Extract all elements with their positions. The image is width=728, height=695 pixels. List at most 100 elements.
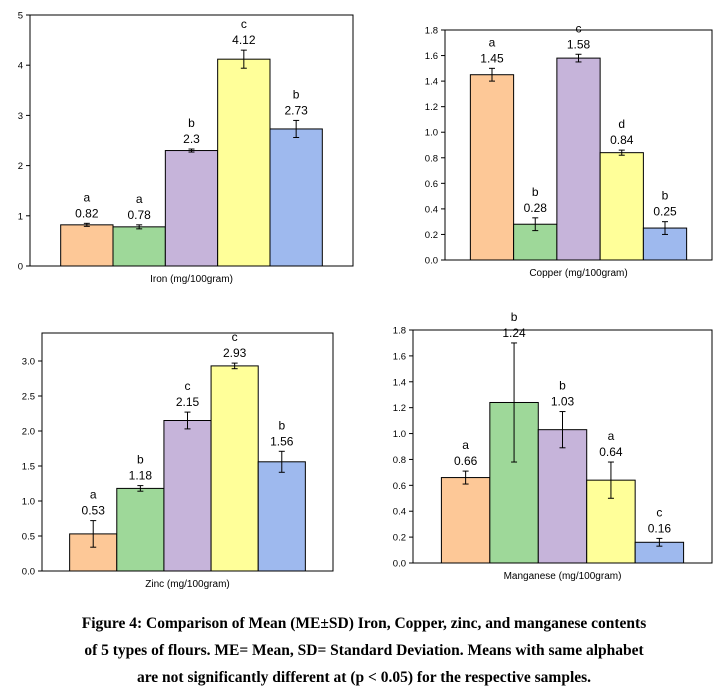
bar [116, 487, 165, 572]
data-label: 1.03 [551, 395, 575, 409]
y-tick-label: 1.8 [393, 326, 406, 337]
data-label: 1.58 [567, 37, 591, 51]
significance-letter: b [511, 310, 518, 324]
y-tick-label: 1.4 [425, 77, 438, 88]
y-tick-label: 1.6 [393, 351, 406, 362]
bar [112, 226, 166, 267]
significance-letter: b [188, 116, 195, 130]
y-tick-label: 0.0 [22, 567, 35, 578]
chart-panel-3: 0.0 0.5 1.0 1.5 2.0 2.5 3.0 0.53 a 1.18 b 2.15 c 2.93… [22, 330, 334, 590]
y-tick-label: 1.0 [425, 128, 438, 139]
data-label: 0.25 [653, 205, 677, 219]
bar [163, 420, 212, 572]
y-tick-label: 1.2 [393, 403, 406, 414]
significance-letter: a [608, 429, 615, 443]
y-tick-label: 1.0 [393, 429, 406, 440]
data-label: 0.82 [75, 206, 99, 220]
significance-letter: b [293, 87, 300, 101]
chart-panel-4: 0.0 0.2 0.4 0.6 0.8 1.0 1.2 1.4 1.6 1.8 0.66 a 1.24 b… [393, 310, 713, 582]
data-label: 0.84 [610, 133, 634, 147]
y-tick-label: 0.4 [425, 204, 438, 215]
significance-letter: c [185, 379, 191, 393]
y-tick-label: 1.5 [22, 462, 35, 473]
data-label: 2.93 [223, 346, 247, 360]
significance-letter: b [532, 185, 539, 199]
x-axis-label: Manganese (mg/100gram) [504, 571, 622, 582]
bar [556, 57, 601, 261]
y-tick-label: 0.5 [22, 532, 35, 543]
chart-panel-1: 0 1 2 3 4 5 0.82 a 0.78 a 2.3 b 4.12 c 2.73 b Iron (mg/1… [18, 11, 354, 285]
y-tick-label: 0.0 [425, 256, 438, 267]
bar [257, 461, 306, 572]
caption-line-1: Figure 4: Comparison of Mean (ME±SD) Iro… [81, 615, 647, 632]
significance-letter: c [232, 330, 238, 344]
significance-letter: a [90, 488, 97, 502]
significance-letter: d [618, 117, 625, 131]
y-tick-label: 0.8 [425, 153, 438, 164]
significance-letter: c [656, 505, 662, 519]
data-label: 0.66 [454, 454, 478, 468]
y-tick-label: 0.4 [393, 507, 406, 518]
bar [269, 128, 323, 267]
data-label: 2.15 [176, 395, 200, 409]
x-axis-label: Copper (mg/100gram) [529, 268, 627, 279]
significance-letter: a [136, 192, 143, 206]
y-tick-label: 1.6 [425, 51, 438, 62]
significance-letter: b [137, 453, 144, 467]
data-label: 0.16 [648, 521, 672, 535]
y-tick-label: 3 [18, 111, 23, 122]
caption-line-3: are not significantly different at (p < … [136, 669, 592, 686]
y-tick-label: 0 [18, 262, 23, 273]
significance-letter: b [278, 418, 285, 432]
data-label: 4.12 [232, 33, 256, 47]
y-tick-label: 1.4 [393, 377, 406, 388]
bar [217, 58, 271, 267]
bar [537, 429, 588, 564]
caption-line-2: of 5 types of flours. ME= Mean, SD= Stan… [84, 642, 644, 659]
bar [60, 224, 114, 267]
bar [599, 152, 644, 261]
y-tick-label: 0.2 [393, 533, 406, 544]
data-label: 1.45 [480, 51, 504, 65]
y-tick-label: 5 [18, 11, 23, 22]
significance-letter: b [559, 379, 566, 393]
significance-letter: b [662, 189, 669, 203]
x-axis-label: Iron (mg/100gram) [150, 274, 233, 285]
significance-letter: c [241, 17, 247, 31]
y-tick-label: 1 [18, 211, 23, 222]
data-label: 2.73 [284, 103, 308, 117]
y-tick-label: 0.6 [425, 179, 438, 190]
y-tick-label: 0.0 [393, 559, 406, 570]
y-tick-label: 1.0 [22, 497, 35, 508]
y-tick-label: 0.8 [393, 455, 406, 466]
y-tick-label: 1.2 [425, 102, 438, 113]
data-label: 0.78 [127, 208, 151, 222]
x-axis-label: Zinc (mg/100gram) [145, 579, 229, 590]
y-tick-label: 3.0 [22, 357, 35, 368]
y-tick-label: 2.0 [22, 427, 35, 438]
y-tick-label: 0.6 [393, 481, 406, 492]
figure-caption: Figure 4: Comparison of Mean (ME±SD) Iro… [0, 610, 728, 691]
data-label: 2.3 [183, 132, 200, 146]
y-tick-label: 4 [18, 61, 23, 72]
bar [210, 365, 259, 572]
significance-letter: a [489, 35, 496, 49]
y-tick-label: 1.8 [425, 26, 438, 37]
y-tick-label: 0.2 [425, 230, 438, 241]
y-tick-label: 2 [18, 161, 23, 172]
data-label: 1.24 [502, 326, 526, 340]
significance-letter: c [576, 21, 582, 35]
significance-letter: a [462, 438, 469, 452]
bar [440, 477, 491, 564]
data-label: 1.18 [129, 469, 153, 483]
chart-panel-2: 0.0 0.2 0.4 0.6 0.8 1.0 1.2 1.4 1.6 1.8 1.45 a 0.28 b… [425, 21, 713, 279]
data-label: 1.56 [270, 434, 294, 448]
bar [469, 74, 515, 261]
bar [164, 150, 219, 267]
data-label: 0.64 [599, 445, 623, 459]
y-tick-label: 2.5 [22, 392, 35, 403]
data-label: 0.53 [82, 504, 106, 518]
data-label: 0.28 [524, 201, 548, 215]
chart-grid: 0 1 2 3 4 5 0.82 a 0.78 a 2.3 b 4.12 c 2.73 b Iron (mg/1… [18, 11, 713, 590]
significance-letter: a [84, 190, 91, 204]
